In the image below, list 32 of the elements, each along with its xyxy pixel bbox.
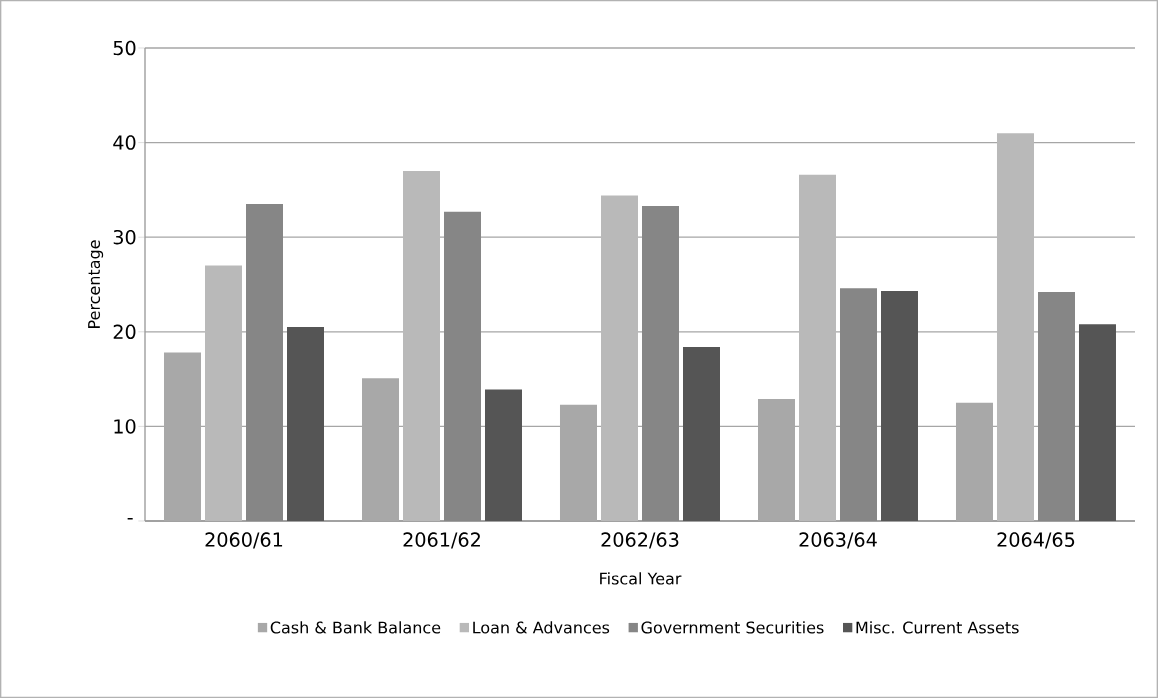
y-tick-label: 10 [114,419,136,434]
bar [1078,324,1116,521]
bar [205,265,242,521]
legend-label: Cash & Bank Balance [270,621,441,634]
bar [996,133,1034,521]
x-axis-title: Fiscal Year [600,572,682,585]
y-tick-label: 20 [113,324,136,340]
y-tick-label: - [127,517,133,520]
bar [485,389,522,521]
x-tick-label: 2064/65 [997,532,1075,549]
x-tick-label: 2060/61 [205,532,283,549]
x-tick-label: 2062/63 [601,532,679,549]
legend-label: Loan & Advances [473,621,610,634]
y-tick-label: 50 [113,40,136,56]
bar [287,327,324,521]
bar [246,204,283,521]
y-tick-label: 30 [113,229,136,245]
legend-label: Misc. Current Assets [856,621,1019,634]
bar [683,346,720,521]
bar [601,195,638,521]
bar [642,205,679,521]
bar [881,291,918,521]
bar [840,288,877,521]
bar [444,211,481,521]
legend-label: Government Securities [641,621,824,634]
y-axis-title: Percentage [88,240,104,328]
x-tick-label: 2063/64 [799,532,877,549]
bar [403,170,440,521]
bar [1037,292,1075,521]
bar [798,174,836,521]
y-tick-label: 40 [113,135,136,150]
x-tick-label: 2061/62 [403,532,480,549]
